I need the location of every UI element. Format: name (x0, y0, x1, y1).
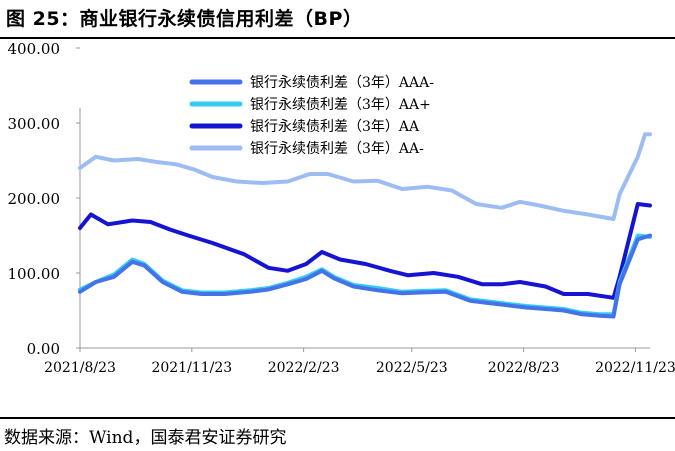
y-tick-label: 100.00 (8, 265, 61, 283)
legend-label: 银行永续债利差（3年）AA+ (250, 96, 431, 113)
x-tick-label: 2021/11/23 (151, 360, 232, 376)
chart-legend: 银行永续债利差（3年）AAA- 银行永续债利差（3年）AA+ 银行永续债利差（3年）… (189, 74, 434, 157)
y-tick-label: 0.00 (27, 340, 60, 358)
figure-title: 图 25：商业银行永续债信用利差（BP） (6, 8, 363, 30)
series-line-0 (78, 233, 652, 319)
series-line-1 (78, 233, 652, 317)
series-line-3 (78, 132, 652, 221)
x-tick-label: 2022/8/23 (488, 360, 560, 376)
series-lines (78, 132, 652, 319)
x-axis: 2021/8/23 2021/11/23 2022/2/23 2022/5/23 202… (44, 347, 675, 376)
y-tick-label: 200.00 (8, 190, 61, 208)
series-line-2 (78, 202, 652, 300)
x-tick-label: 2022/11/23 (595, 360, 675, 376)
legend-label: 银行永续债利差（3年）AA (250, 118, 420, 135)
title-rule (0, 37, 675, 39)
y-tick-label: 400.00 (8, 40, 61, 58)
source-rule (0, 417, 675, 419)
x-tick-label: 2022/5/23 (376, 360, 448, 376)
x-tick-label: 2021/8/23 (44, 360, 116, 376)
source-note: 数据来源：Wind，国泰君安证券研究 (4, 428, 287, 448)
legend-label: 银行永续债利差（3年）AA- (250, 140, 424, 157)
y-axis: 0.00 100.00 200.00 300.00 400.00 (8, 40, 81, 358)
legend-label: 银行永续债利差（3年）AAA- (250, 74, 434, 91)
x-tick-label: 2022/2/23 (268, 360, 340, 376)
y-tick-label: 300.00 (8, 115, 61, 133)
